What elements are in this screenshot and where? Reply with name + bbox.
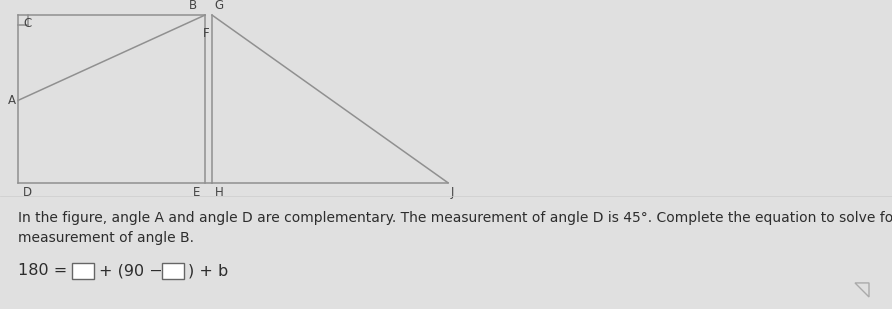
Text: In the figure, angle A and angle D are complementary. The measurement of angle D: In the figure, angle A and angle D are c… <box>18 211 892 225</box>
Text: ) + b: ) + b <box>188 263 228 278</box>
Text: + (90 −: + (90 − <box>99 263 162 278</box>
Text: F: F <box>203 27 210 40</box>
Text: 180 =: 180 = <box>18 263 67 278</box>
Text: A: A <box>8 94 16 107</box>
Text: measurement of angle B.: measurement of angle B. <box>18 231 194 245</box>
Bar <box>162 263 184 279</box>
Text: J: J <box>451 186 454 199</box>
Text: H: H <box>215 186 224 199</box>
Text: E: E <box>193 186 200 199</box>
Text: B: B <box>189 0 197 12</box>
Text: G: G <box>214 0 223 12</box>
Text: C: C <box>23 17 31 30</box>
Bar <box>72 263 94 279</box>
Text: D: D <box>23 186 32 199</box>
